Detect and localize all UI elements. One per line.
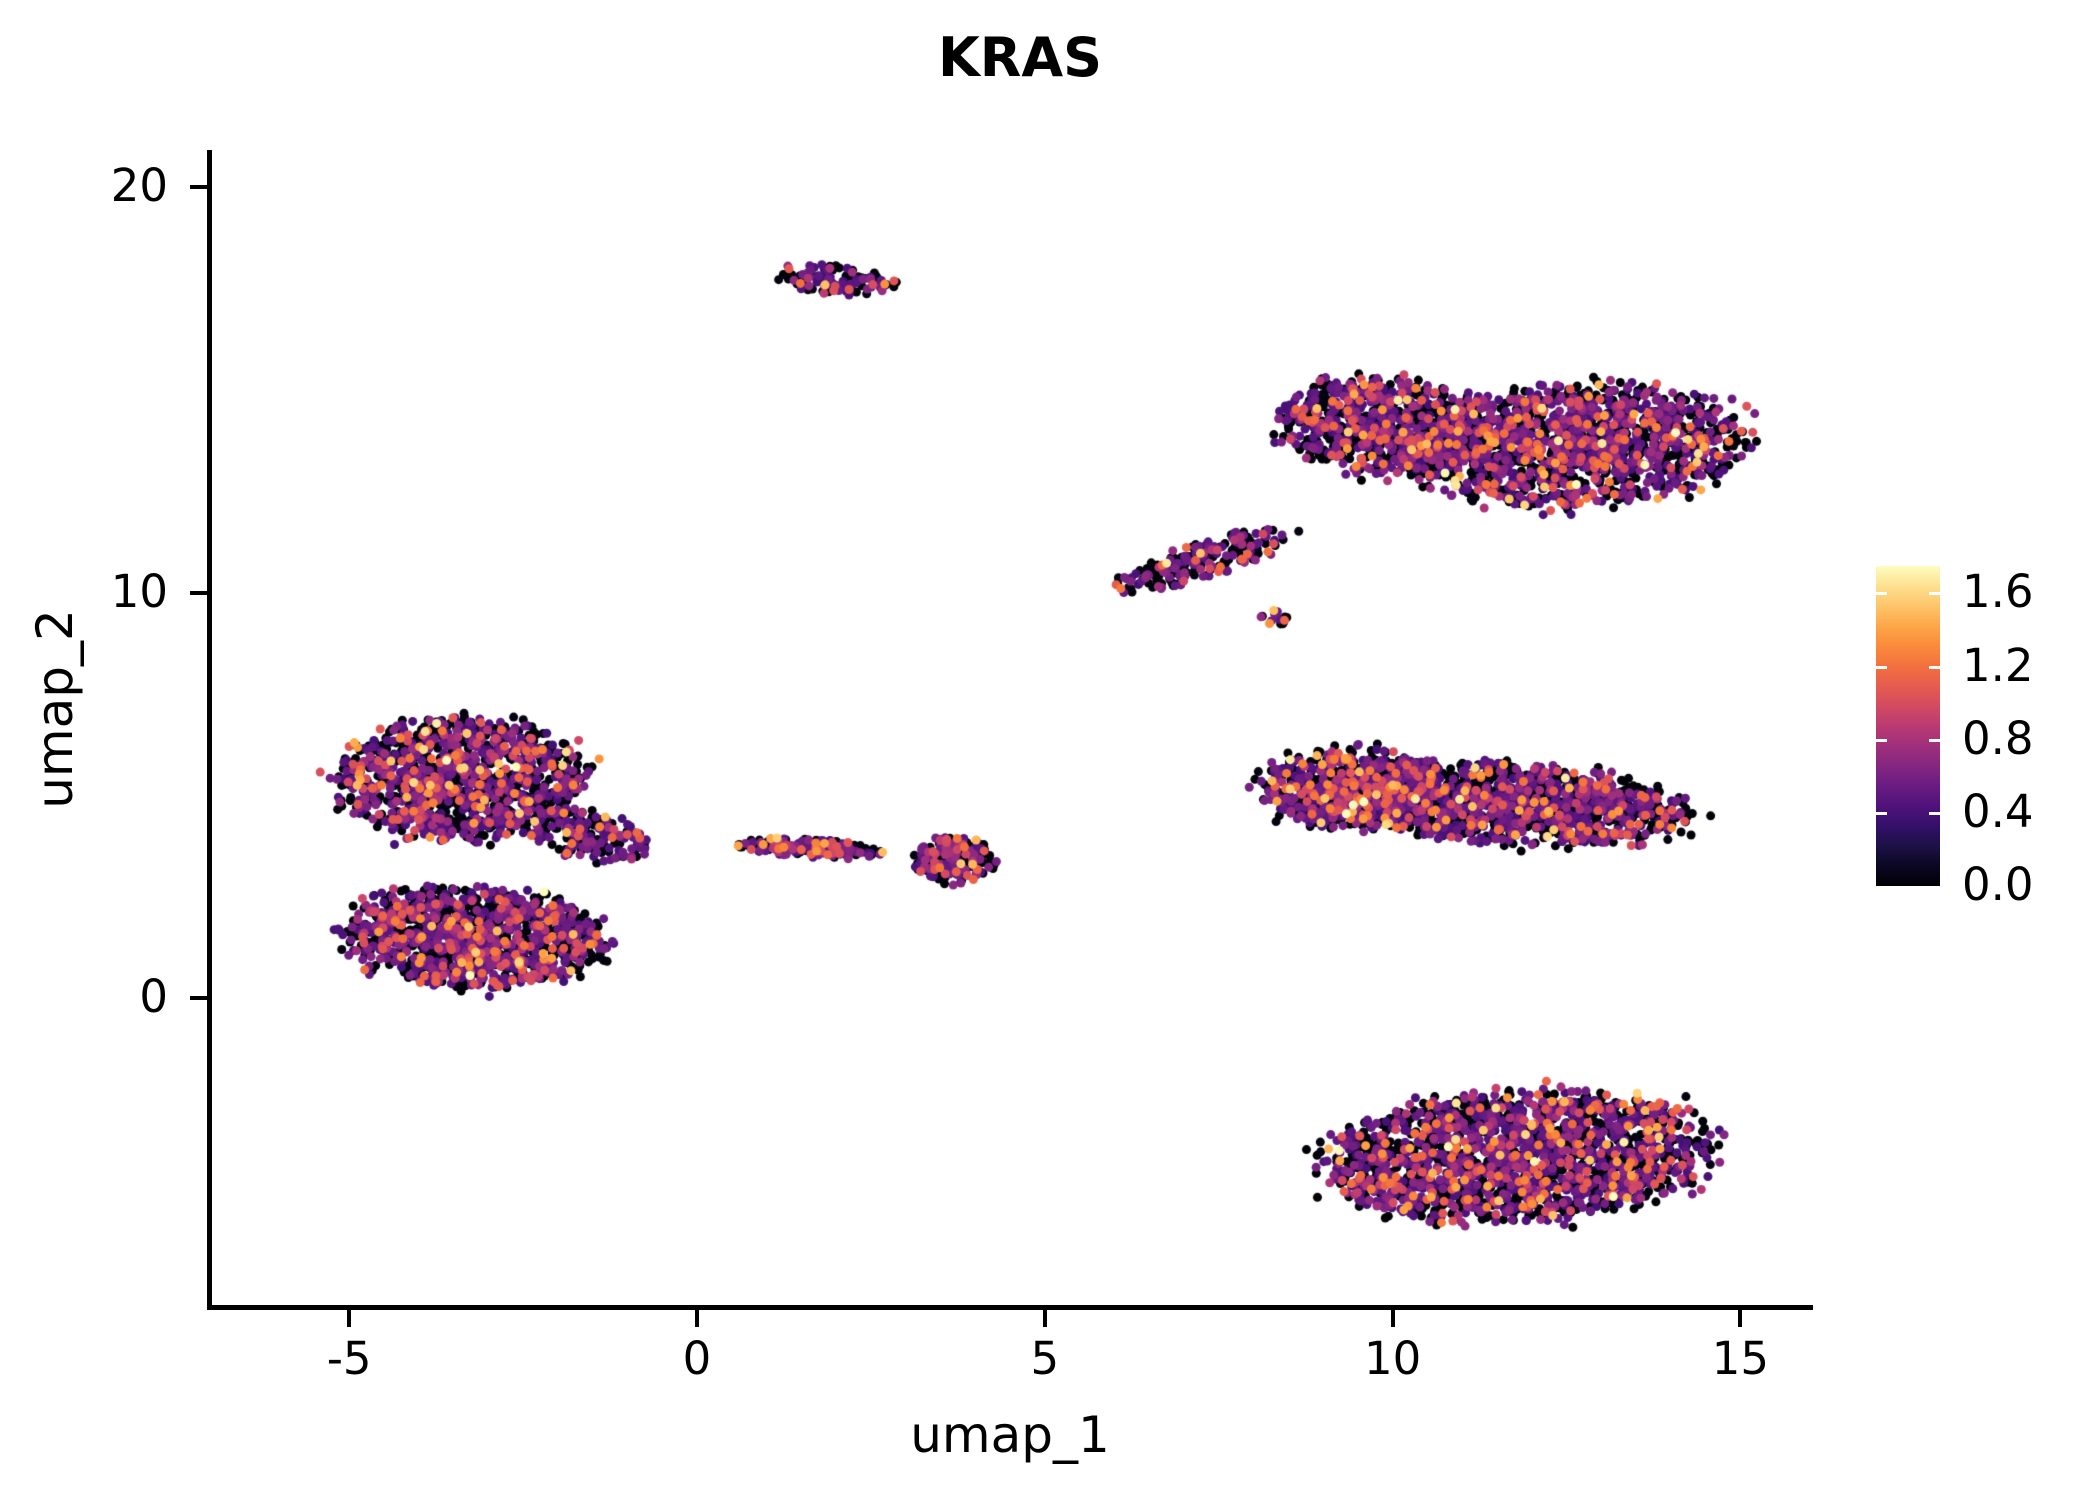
x-axis-label: umap_1: [910, 1406, 1110, 1464]
y-tick-label-0: 0: [139, 970, 168, 1024]
x-tick-5: [1042, 1310, 1047, 1327]
colorbar-tick-0.4: [1929, 811, 1940, 815]
colorbar: [1876, 566, 1940, 886]
colorbar-label-1.6: 1.6: [1962, 565, 2034, 619]
colorbar-tick-1.6: [1929, 592, 1940, 596]
y-tick-20: [190, 184, 207, 189]
y-tick-0: [190, 996, 207, 1001]
x-tick-label-15: 15: [1711, 1332, 1770, 1385]
y-tick-10: [190, 590, 207, 595]
x-tick-label-0: 0: [682, 1332, 712, 1385]
x-tick-label-5: 5: [1030, 1332, 1060, 1385]
x-tick-15: [1738, 1310, 1743, 1327]
colorbar-label-0.8: 0.8: [1962, 711, 2034, 765]
colorbar-tick-0.8: [1929, 738, 1940, 742]
x-tick-label-10: 10: [1363, 1332, 1422, 1385]
x-tick-label--5: -5: [326, 1332, 372, 1385]
colorbar-label-1.2: 1.2: [1962, 638, 2034, 692]
y-tick-label-10: 10: [110, 564, 168, 618]
colorbar-tick-0.8: [1876, 738, 1887, 742]
x-tick--5: [347, 1310, 352, 1327]
colorbar-label-0.4: 0.4: [1962, 784, 2034, 838]
colorbar-tick-1.2: [1929, 665, 1940, 669]
x-tick-0: [694, 1310, 699, 1327]
y-tick-label-20: 20: [110, 158, 168, 212]
colorbar-tick-0.4: [1876, 811, 1887, 815]
y-axis-label: umap_2: [26, 609, 84, 809]
colorbar-gradient: [1876, 566, 1940, 886]
x-tick-10: [1390, 1310, 1395, 1327]
colorbar-tick-1.6: [1876, 592, 1887, 596]
colorbar-tick-1.2: [1876, 665, 1887, 669]
colorbar-label-0.0: 0.0: [1962, 858, 2034, 911]
